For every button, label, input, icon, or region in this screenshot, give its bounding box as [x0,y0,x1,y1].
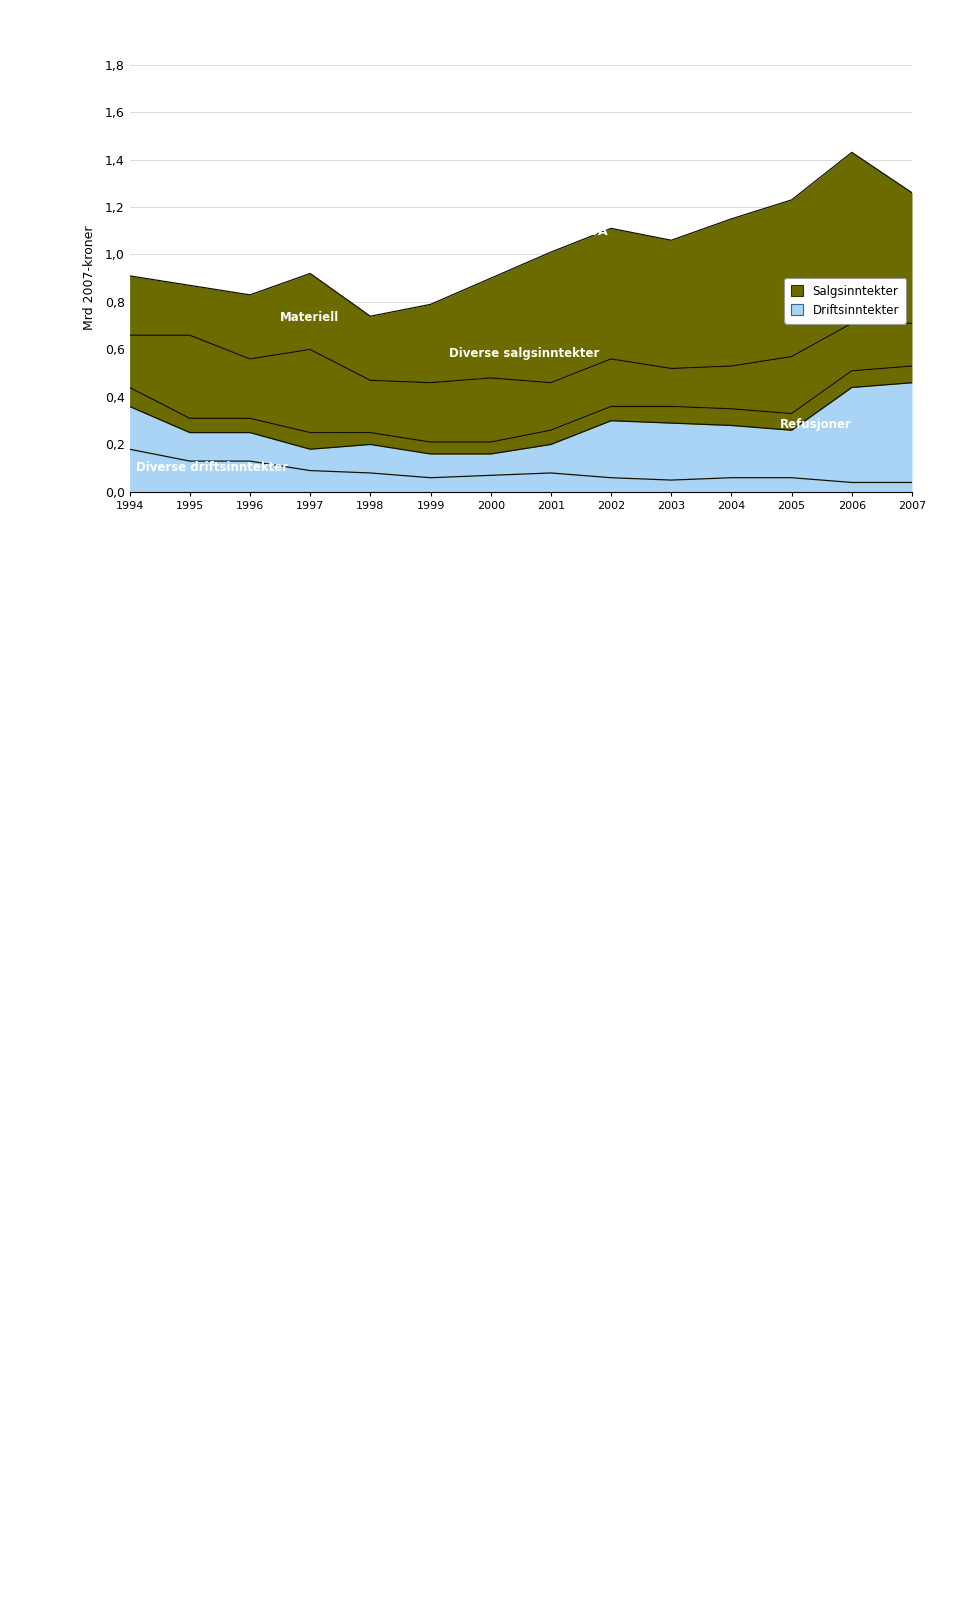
Text: Diverse salgsinntekter: Diverse salgsinntekter [448,347,599,360]
Text: Refusjoner: Refusjoner [780,418,852,431]
Y-axis label: Mrd 2007-kroner: Mrd 2007-kroner [84,226,96,331]
Legend: Salgsinntekter, Driftsinntekter: Salgsinntekter, Driftsinntekter [784,277,906,324]
Text: EBA: EBA [581,226,609,239]
Text: Materiell: Materiell [280,311,339,324]
Text: Diverse driftsinntekter: Diverse driftsinntekter [135,461,288,474]
